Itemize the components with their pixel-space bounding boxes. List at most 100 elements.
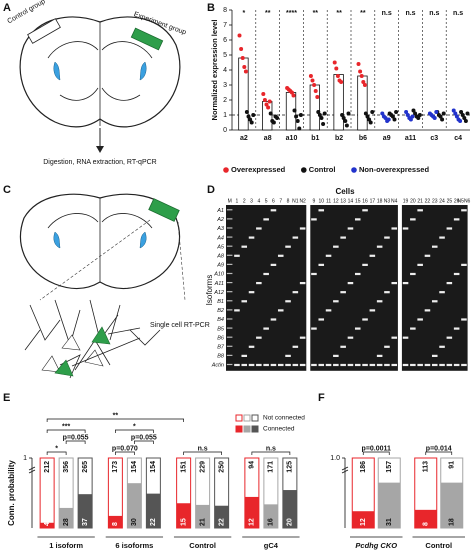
count-label: 18 (449, 518, 456, 526)
control-label: Control group (6, 0, 46, 25)
lane-label: 6 (272, 198, 275, 204)
gel-band (340, 291, 346, 294)
gel-band (241, 245, 248, 248)
data-point (358, 69, 363, 74)
data-point (416, 116, 421, 120)
significance: * (243, 10, 246, 17)
gel-band (256, 281, 262, 285)
lane-label: 11 (326, 198, 331, 204)
significance: n.s (453, 10, 463, 17)
gel-band (333, 354, 339, 357)
gel-band (369, 254, 376, 257)
x-tick-label: c4 (454, 135, 462, 142)
gel-band (453, 327, 460, 330)
data-point (432, 116, 437, 120)
y-tick-label: 3 (223, 82, 227, 89)
row-label: A1 (216, 208, 224, 214)
gel-band (402, 363, 409, 367)
data-point (264, 102, 269, 107)
gel-band (384, 363, 390, 367)
data-point (308, 74, 313, 78)
count-label: 151 (180, 461, 187, 473)
count-label: 113 (423, 461, 430, 472)
gel-band (270, 263, 277, 266)
gel-band (417, 318, 423, 321)
gel-band (391, 336, 398, 339)
lane-label: 13 (340, 198, 346, 204)
data-point (361, 80, 366, 84)
data-point (453, 111, 458, 116)
comparison-bracket (425, 451, 453, 455)
group-label: 1 isoform (49, 541, 83, 550)
gel-band (384, 345, 390, 348)
data-point (465, 111, 470, 116)
lane-label: 26 (454, 198, 460, 204)
y-tick-label: 1 (223, 112, 227, 119)
legend-label: Connected (263, 426, 295, 433)
lane-label: 9 (313, 198, 316, 204)
lane-label: 25 (447, 198, 453, 204)
data-point (404, 110, 409, 114)
count-label: 20 (287, 518, 294, 526)
data-point (463, 119, 468, 123)
comparison-label: p=0.055 (63, 434, 89, 441)
gel-band (333, 363, 339, 367)
count-label: 173 (112, 461, 119, 473)
count-label: 12 (249, 518, 256, 526)
y-tick-label: 1 (23, 455, 27, 462)
gel-band (256, 363, 262, 367)
data-point (322, 111, 327, 116)
gel-band (248, 345, 255, 348)
brain-section (19, 16, 181, 153)
gel-band (285, 363, 291, 367)
data-point (460, 113, 465, 117)
bar (108, 515, 123, 528)
row-label: B8 (217, 354, 225, 360)
data-point (313, 89, 318, 93)
bar (263, 504, 278, 528)
gel-band (347, 336, 354, 339)
panel-letter: C (3, 184, 11, 196)
gel-band (277, 309, 284, 312)
gel-band (226, 227, 233, 229)
legend-label: Not connected (263, 415, 305, 422)
bar (176, 503, 191, 528)
data-point (243, 69, 248, 74)
count-label: 31 (386, 518, 393, 526)
gel-band (376, 354, 383, 357)
gel-ylabel: Isoforms (205, 275, 214, 306)
lane-label: N2 (299, 198, 306, 204)
row-label: A5 (216, 244, 225, 250)
lane-label: 21 (417, 198, 423, 204)
x-tick-label: a2 (240, 135, 248, 142)
legend-swatch (251, 425, 259, 433)
gel-band (417, 263, 423, 266)
lane-label: 17 (370, 198, 376, 204)
gel-band (347, 227, 354, 230)
gel-band (226, 254, 233, 256)
gel-band (376, 300, 383, 303)
data-point (370, 110, 375, 114)
data-point (334, 66, 339, 71)
bar (40, 522, 55, 528)
count-label: 37 (82, 518, 89, 526)
bar (352, 511, 375, 528)
comparison-bracket (183, 451, 222, 455)
row-label: A8 (216, 254, 225, 260)
data-point (341, 116, 346, 120)
count-label: 30 (131, 518, 138, 526)
bar (78, 494, 93, 528)
data-point (380, 111, 385, 116)
count-label: 16 (268, 518, 275, 526)
gel-band (226, 281, 233, 284)
gel-band (347, 281, 354, 285)
lane-label: M (228, 198, 232, 204)
data-point (454, 114, 459, 119)
data-point (319, 116, 324, 120)
count-label: 154 (150, 461, 157, 473)
lane-label: 23 (432, 198, 438, 204)
data-point (339, 80, 344, 84)
y-axis-label: Conn. probability (7, 460, 16, 526)
gel-band (333, 300, 339, 303)
data-point (394, 110, 399, 114)
